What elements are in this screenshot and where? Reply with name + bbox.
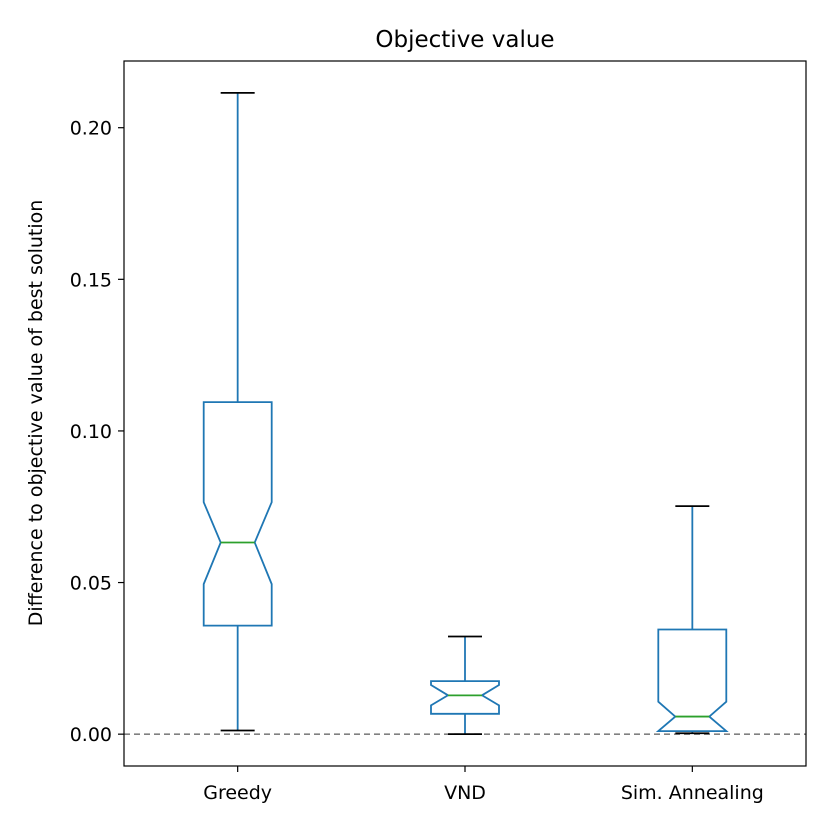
y-axis-label: Difference to objective value of best so… xyxy=(25,200,47,627)
box-greedy xyxy=(202,401,273,627)
x-tick-label: VND xyxy=(444,782,486,804)
y-tick-label: 0.15 xyxy=(70,269,112,291)
y-tick-label: 0.00 xyxy=(70,724,112,746)
x-tick-label: Greedy xyxy=(203,782,272,804)
plot-area: 0.00 0.05 0.10 0.15 0.20 Greedy VND Sim. Anneal… xyxy=(70,60,807,804)
box-sim-annealing xyxy=(655,628,729,732)
chart-title: Objective value xyxy=(375,27,554,53)
box-vnd xyxy=(430,680,500,715)
y-tick-label: 0.05 xyxy=(70,573,112,595)
x-tick-label: Sim. Annealing xyxy=(621,782,764,804)
y-tick-label: 0.20 xyxy=(70,118,112,140)
y-tick-label: 0.10 xyxy=(70,421,112,443)
axes-frame xyxy=(123,60,807,767)
